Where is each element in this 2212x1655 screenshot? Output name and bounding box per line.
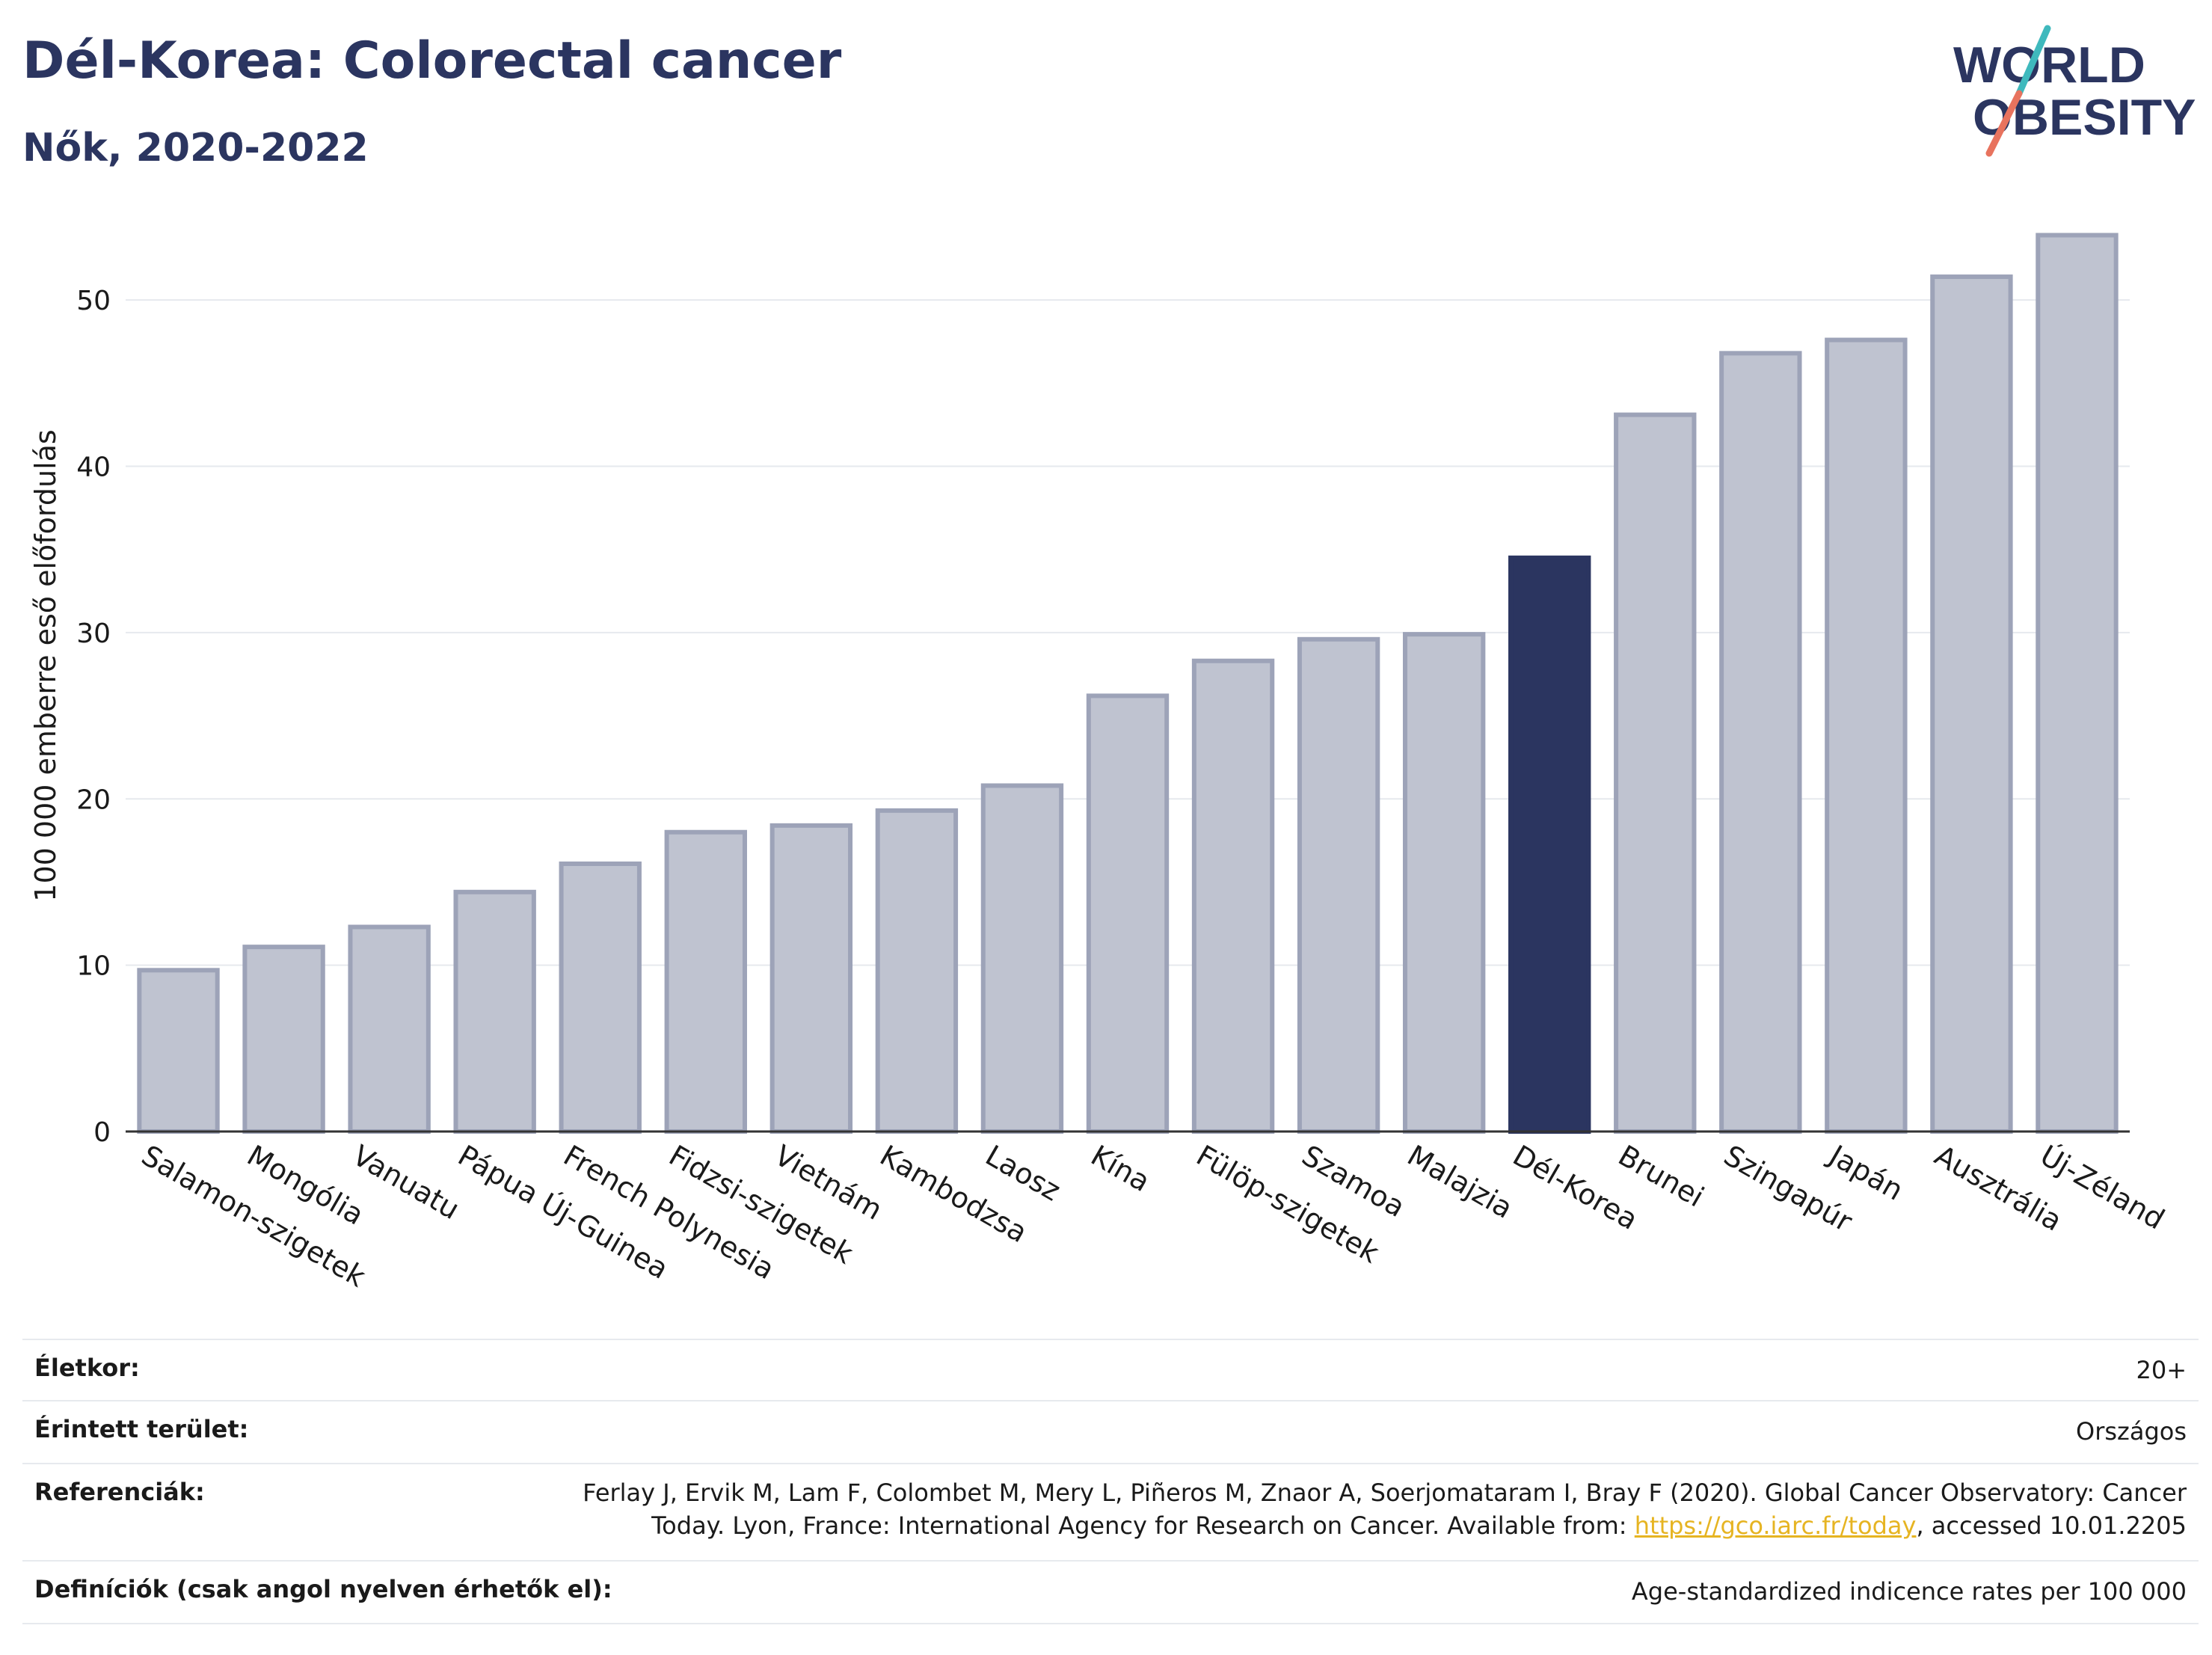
logo-slash-teal-icon (2015, 25, 2051, 97)
y-tick-label: 50 (76, 286, 111, 316)
bar-Vanuatu[interactable] (348, 924, 431, 1134)
y-tick-label: 20 (76, 784, 111, 815)
x-tick-label: Fülöp-szigetek (1191, 1139, 1385, 1270)
info-table: Életkor: 20+ Érintett terület: Országos … (22, 1339, 2199, 1624)
area-value: Országos (2076, 1417, 2187, 1446)
reference-line-1: Ferlay J, Ervik M, Lam F, Colombet M, Me… (583, 1479, 2187, 1507)
y-tick-label: 10 (76, 951, 111, 982)
page-subtitle: Nők, 2020-2022 (22, 126, 369, 171)
page-title: Dél-Korea: Colorectal cancer (22, 31, 842, 90)
bar-Brunei[interactable] (1614, 412, 1697, 1134)
bar-Ausztrália[interactable] (1930, 274, 2013, 1134)
footer-row-area: Érintett terület: Országos (22, 1400, 2199, 1463)
bar-Új-Zéland[interactable] (2036, 233, 2119, 1134)
reference-line-2-text: Today. Lyon, France: International Agenc… (651, 1511, 1635, 1540)
bars (137, 233, 2119, 1134)
definitions-label: Definíciók (csak angol nyelven érhetők e… (34, 1575, 612, 1603)
bar-Fidzsi-szigetek[interactable] (664, 829, 747, 1134)
bar-Japán[interactable] (1825, 337, 1908, 1134)
reference-link[interactable]: https://gco.iarc.fr/today (1634, 1511, 1917, 1540)
bar-Fülöp-szigetek[interactable] (1191, 658, 1275, 1134)
bar-Kína[interactable] (1086, 693, 1170, 1134)
world-obesity-logo: WORLD OBESITY (1953, 25, 2196, 157)
x-tick-label: Kína (1086, 1139, 1156, 1199)
footer-row-references: Referenciák: Ferlay J, Ervik M, Lam F, C… (22, 1463, 2199, 1560)
bar-Szamoa[interactable] (1297, 636, 1380, 1134)
bar-Kambodzsa[interactable] (875, 808, 959, 1134)
reference-line-2-accessed: , accessed 10.01.2205 (1916, 1511, 2187, 1540)
bar-Mongólia[interactable] (242, 945, 325, 1134)
references-label: Referenciák: (34, 1478, 205, 1506)
bar-Dél-Korea[interactable] (1508, 555, 1591, 1134)
reference-line-2: Today. Lyon, France: International Agenc… (583, 1509, 2187, 1542)
bar-Malajzia[interactable] (1402, 632, 1486, 1134)
bar-chart: 01020304050Salamon-szigetekMongóliaVanua… (29, 233, 2170, 1293)
references-value: Ferlay J, Ervik M, Lam F, Colombet M, Me… (583, 1476, 2187, 1542)
bar-Vietnám[interactable] (769, 823, 853, 1134)
bar-Laosz[interactable] (980, 783, 1064, 1134)
bar-Salamon-szigetek[interactable] (137, 968, 220, 1134)
age-label: Életkor: (34, 1354, 140, 1382)
y-axis-label: 100 000 emberre eső előfordulás (29, 429, 62, 901)
y-tick-label: 30 (76, 618, 111, 649)
footer-row-definitions: Definíciók (csak angol nyelven érhetők e… (22, 1560, 2199, 1624)
x-tick-label: Malajzia (1402, 1139, 1519, 1225)
y-tick-label: 0 (93, 1117, 111, 1148)
bar-Szingapúr[interactable] (1719, 351, 1802, 1134)
bar-Pápua Új-Guinea[interactable] (453, 889, 536, 1134)
definitions-value: Age-standardized indicence rates per 100… (1631, 1577, 2187, 1606)
area-label: Érintett terület: (34, 1415, 249, 1443)
bar-French Polynesia[interactable] (559, 861, 642, 1134)
age-value: 20+ (2136, 1356, 2187, 1384)
y-tick-label: 40 (76, 452, 111, 483)
logo-slash-coral-icon (1985, 90, 2023, 157)
x-tick-label: Vanuatu (347, 1139, 465, 1226)
logo-word-world: WORLD (1953, 37, 2145, 93)
footer-row-age: Életkor: 20+ (22, 1339, 2199, 1400)
